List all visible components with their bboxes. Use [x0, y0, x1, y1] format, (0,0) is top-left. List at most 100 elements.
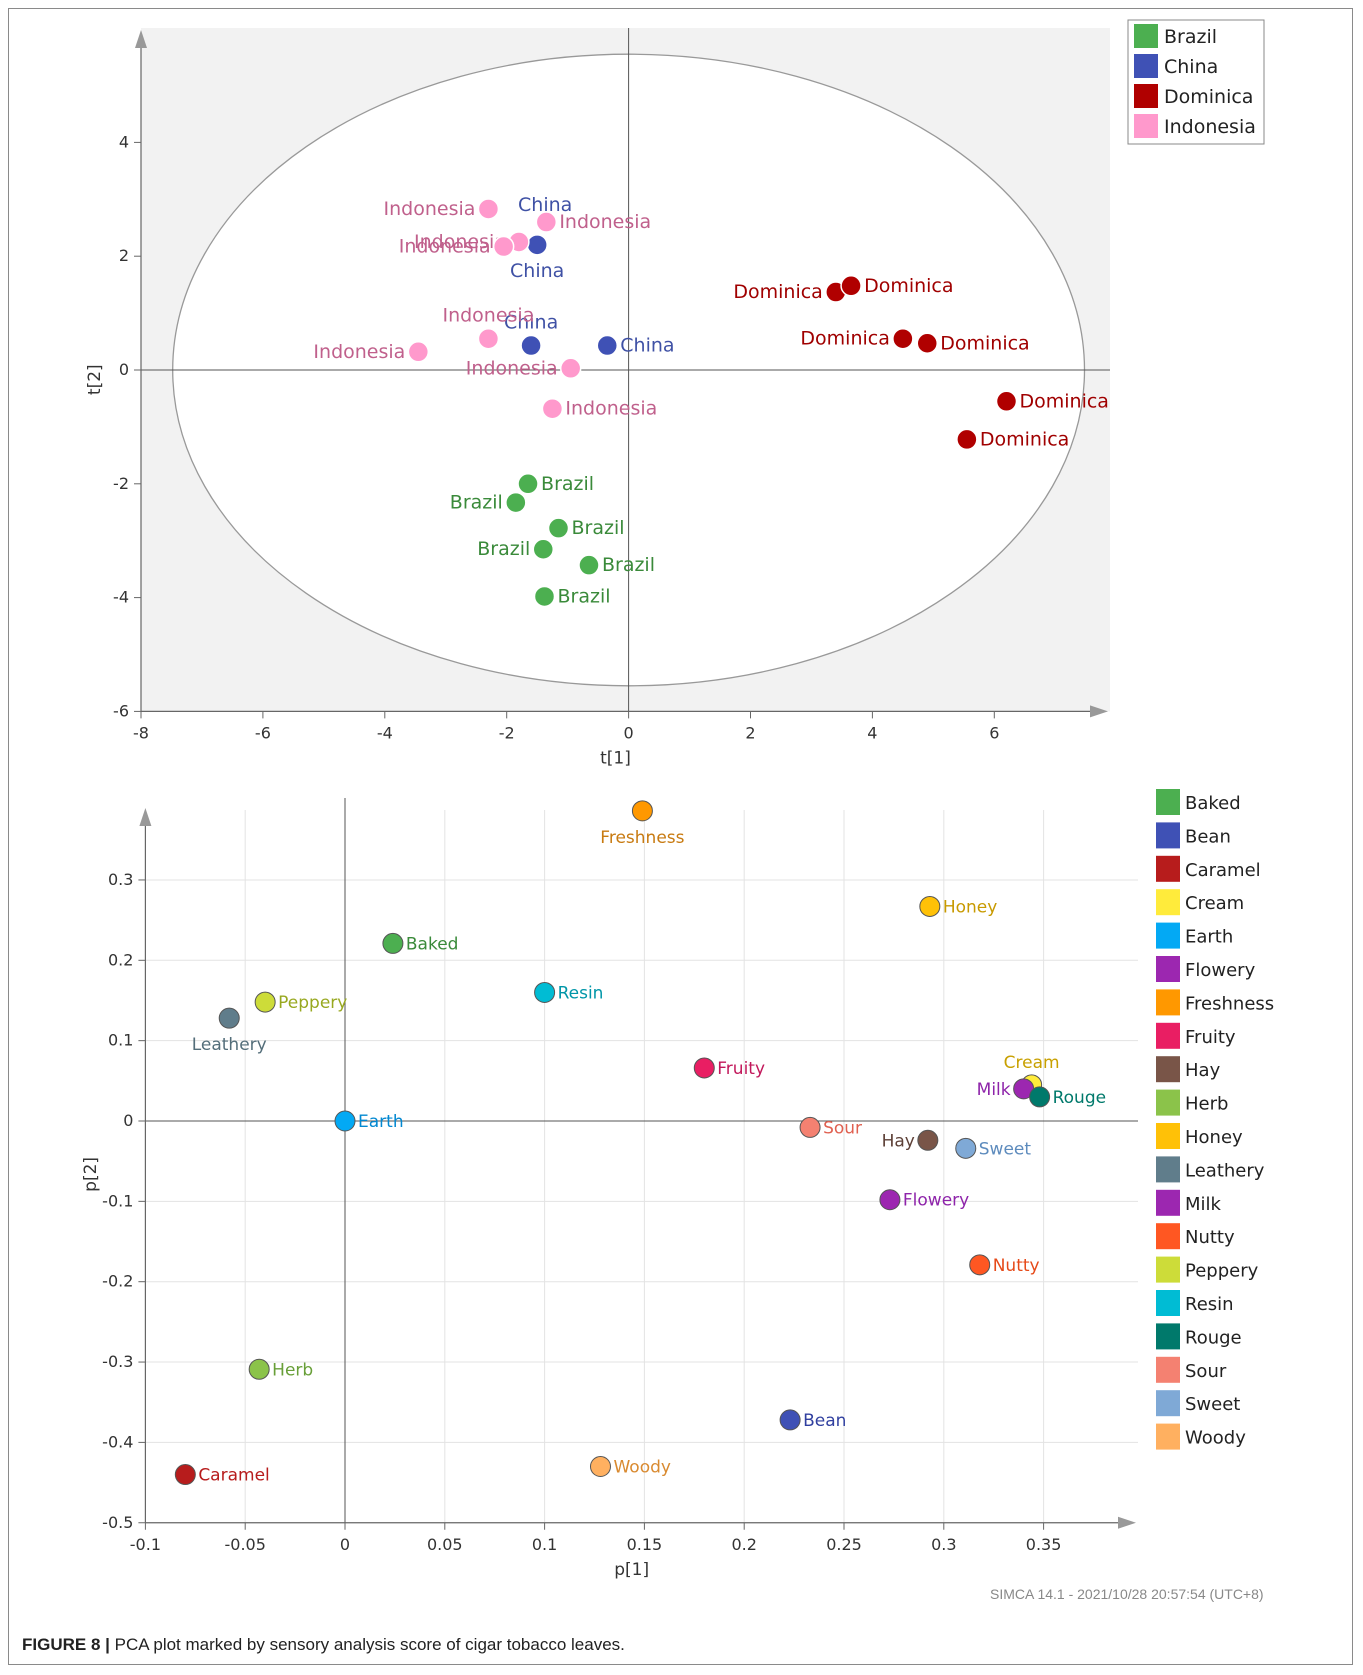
point-label-indonesia: Indonesia [414, 231, 506, 253]
point-label-china: China [510, 260, 564, 282]
y-axis-title: t[2] [85, 364, 105, 395]
legend-label-peppery: Peppery [1185, 1261, 1259, 1282]
point-indonesia [492, 235, 515, 258]
y-tick-label: 0.3 [108, 870, 133, 889]
point-label-china: China [518, 194, 572, 216]
point-label-dominica: Dominica [800, 328, 889, 350]
legend-swatch-caramel [1156, 855, 1180, 882]
point-label-indonesia: Indonesia [442, 305, 534, 327]
x-tick-label: 0.2 [731, 1535, 756, 1554]
x-tick-label: 0.15 [627, 1535, 663, 1554]
caption-label: FIGURE 8 | [22, 1635, 110, 1654]
point-label-indonesia: Indonesia [466, 357, 558, 379]
point-label-sour: Sour [823, 1118, 862, 1138]
point-label-cream: Cream [1004, 1053, 1060, 1073]
y-axis-arrow [135, 30, 147, 48]
y-axis-arrow [139, 808, 152, 826]
x-tick-label: -0.05 [224, 1535, 265, 1554]
point-brazil [532, 538, 555, 560]
point-label-indonesia: Indonesia [399, 236, 491, 258]
point-honey [919, 895, 941, 917]
point-label-brazil: Brazil [450, 492, 503, 514]
point-brazil [547, 517, 570, 539]
point-label-peppery: Peppery [278, 993, 347, 1013]
legend-swatch-freshness [1156, 989, 1180, 1016]
x-tick-label: -0.1 [130, 1535, 161, 1554]
x-tick-label: 0.1 [532, 1535, 557, 1554]
point-sour [799, 1116, 821, 1138]
legend-label-honey: Honey [1185, 1127, 1243, 1148]
point-woody [589, 1456, 611, 1478]
legend-label-nutty: Nutty [1185, 1227, 1235, 1248]
point-brazil [505, 491, 527, 514]
x-tick-label: -4 [377, 723, 393, 742]
y-tick-label: -4 [113, 588, 129, 607]
legend-label-indonesia: Indonesia [1164, 116, 1256, 138]
point-brazil [517, 473, 539, 495]
point-label-brazil: Brazil [572, 517, 625, 539]
legend-swatch-rouge [1156, 1323, 1180, 1350]
y-tick-label: -0.1 [102, 1191, 133, 1210]
legend-label-earth: Earth [1185, 927, 1233, 948]
point-label-dominica: Dominica [980, 428, 1069, 450]
legend-label-milk: Milk [1185, 1194, 1222, 1215]
point-label-honey: Honey [943, 897, 997, 917]
legend-label-china: China [1164, 56, 1218, 78]
x-axis-title: t[1] [600, 748, 631, 768]
point-label-fruity: Fruity [717, 1059, 765, 1079]
point-china [596, 334, 619, 357]
point-indonesia [477, 327, 500, 350]
legend-swatch-china [1134, 54, 1158, 78]
point-flowery [879, 1189, 901, 1211]
legend-label-hay: Hay [1185, 1060, 1221, 1081]
legend-swatch-milk [1156, 1189, 1180, 1216]
point-label-freshness: Freshness [600, 828, 684, 848]
point-label-indonesia: Indonesia [384, 198, 476, 220]
y-tick-label: -2 [113, 474, 129, 493]
point-sweet [955, 1137, 977, 1159]
point-dominica [956, 428, 978, 451]
legend-label-rouge: Rouge [1185, 1327, 1242, 1348]
legend-swatch-cream [1156, 889, 1180, 916]
point-brazil [533, 585, 556, 608]
point-label-rouge: Rouge [1053, 1088, 1106, 1108]
software-stamp: SIMCA 14.1 - 2021/10/28 20:57:54 (UTC+8) [990, 1586, 1264, 1602]
legend-swatch-resin [1156, 1290, 1180, 1316]
legend-swatch-indonesia [1134, 114, 1158, 138]
point-dominica [840, 275, 862, 297]
x-tick-label: 0.3 [931, 1535, 956, 1554]
point-label-dominica: Dominica [864, 275, 953, 297]
legend-swatch-brazil [1134, 24, 1158, 48]
x-tick-label: 0 [340, 1535, 350, 1554]
point-label-caramel: Caramel [198, 1466, 269, 1486]
point-label-indonesia: Indonesia [559, 211, 651, 233]
point-label-nutty: Nutty [993, 1256, 1040, 1276]
legend-swatch-baked [1156, 789, 1180, 815]
legend-label-flowery: Flowery [1185, 960, 1256, 981]
point-label-indonesia: Indonesia [313, 341, 405, 363]
y-tick-label: -6 [113, 701, 129, 720]
point-dominica [916, 332, 939, 355]
point-indonesia [407, 341, 430, 363]
scores-plot: -8 -6 -4 -2 0 2 4 6-6-4-2024t[1]t[2]BrazilBrazi… [85, 19, 1265, 768]
x-axis-arrow [1118, 1516, 1136, 1529]
legend-swatch-sweet [1156, 1390, 1180, 1417]
point-china [526, 234, 548, 256]
point-label-dominica: Dominica [1019, 390, 1108, 412]
point-label-dominica: Dominica [940, 332, 1029, 354]
point-label-leathery: Leathery [192, 1035, 267, 1055]
legend-label-herb: Herb [1185, 1094, 1228, 1115]
point-bean [779, 1409, 801, 1431]
point-label-brazil: Brazil [477, 538, 530, 560]
point-nutty [969, 1254, 991, 1276]
point-herb [248, 1358, 270, 1380]
y-tick-label: -0.4 [102, 1432, 133, 1451]
x-tick-label: 0.05 [427, 1535, 463, 1554]
legend-swatch-bean [1156, 822, 1180, 849]
point-leathery [218, 1007, 240, 1029]
legend-label-caramel: Caramel [1185, 860, 1261, 881]
legend-label-cream: Cream [1185, 893, 1244, 914]
point-indonesia [541, 397, 564, 420]
legend-label-woody: Woody [1185, 1428, 1246, 1449]
point-label-brazil: Brazil [557, 585, 610, 607]
